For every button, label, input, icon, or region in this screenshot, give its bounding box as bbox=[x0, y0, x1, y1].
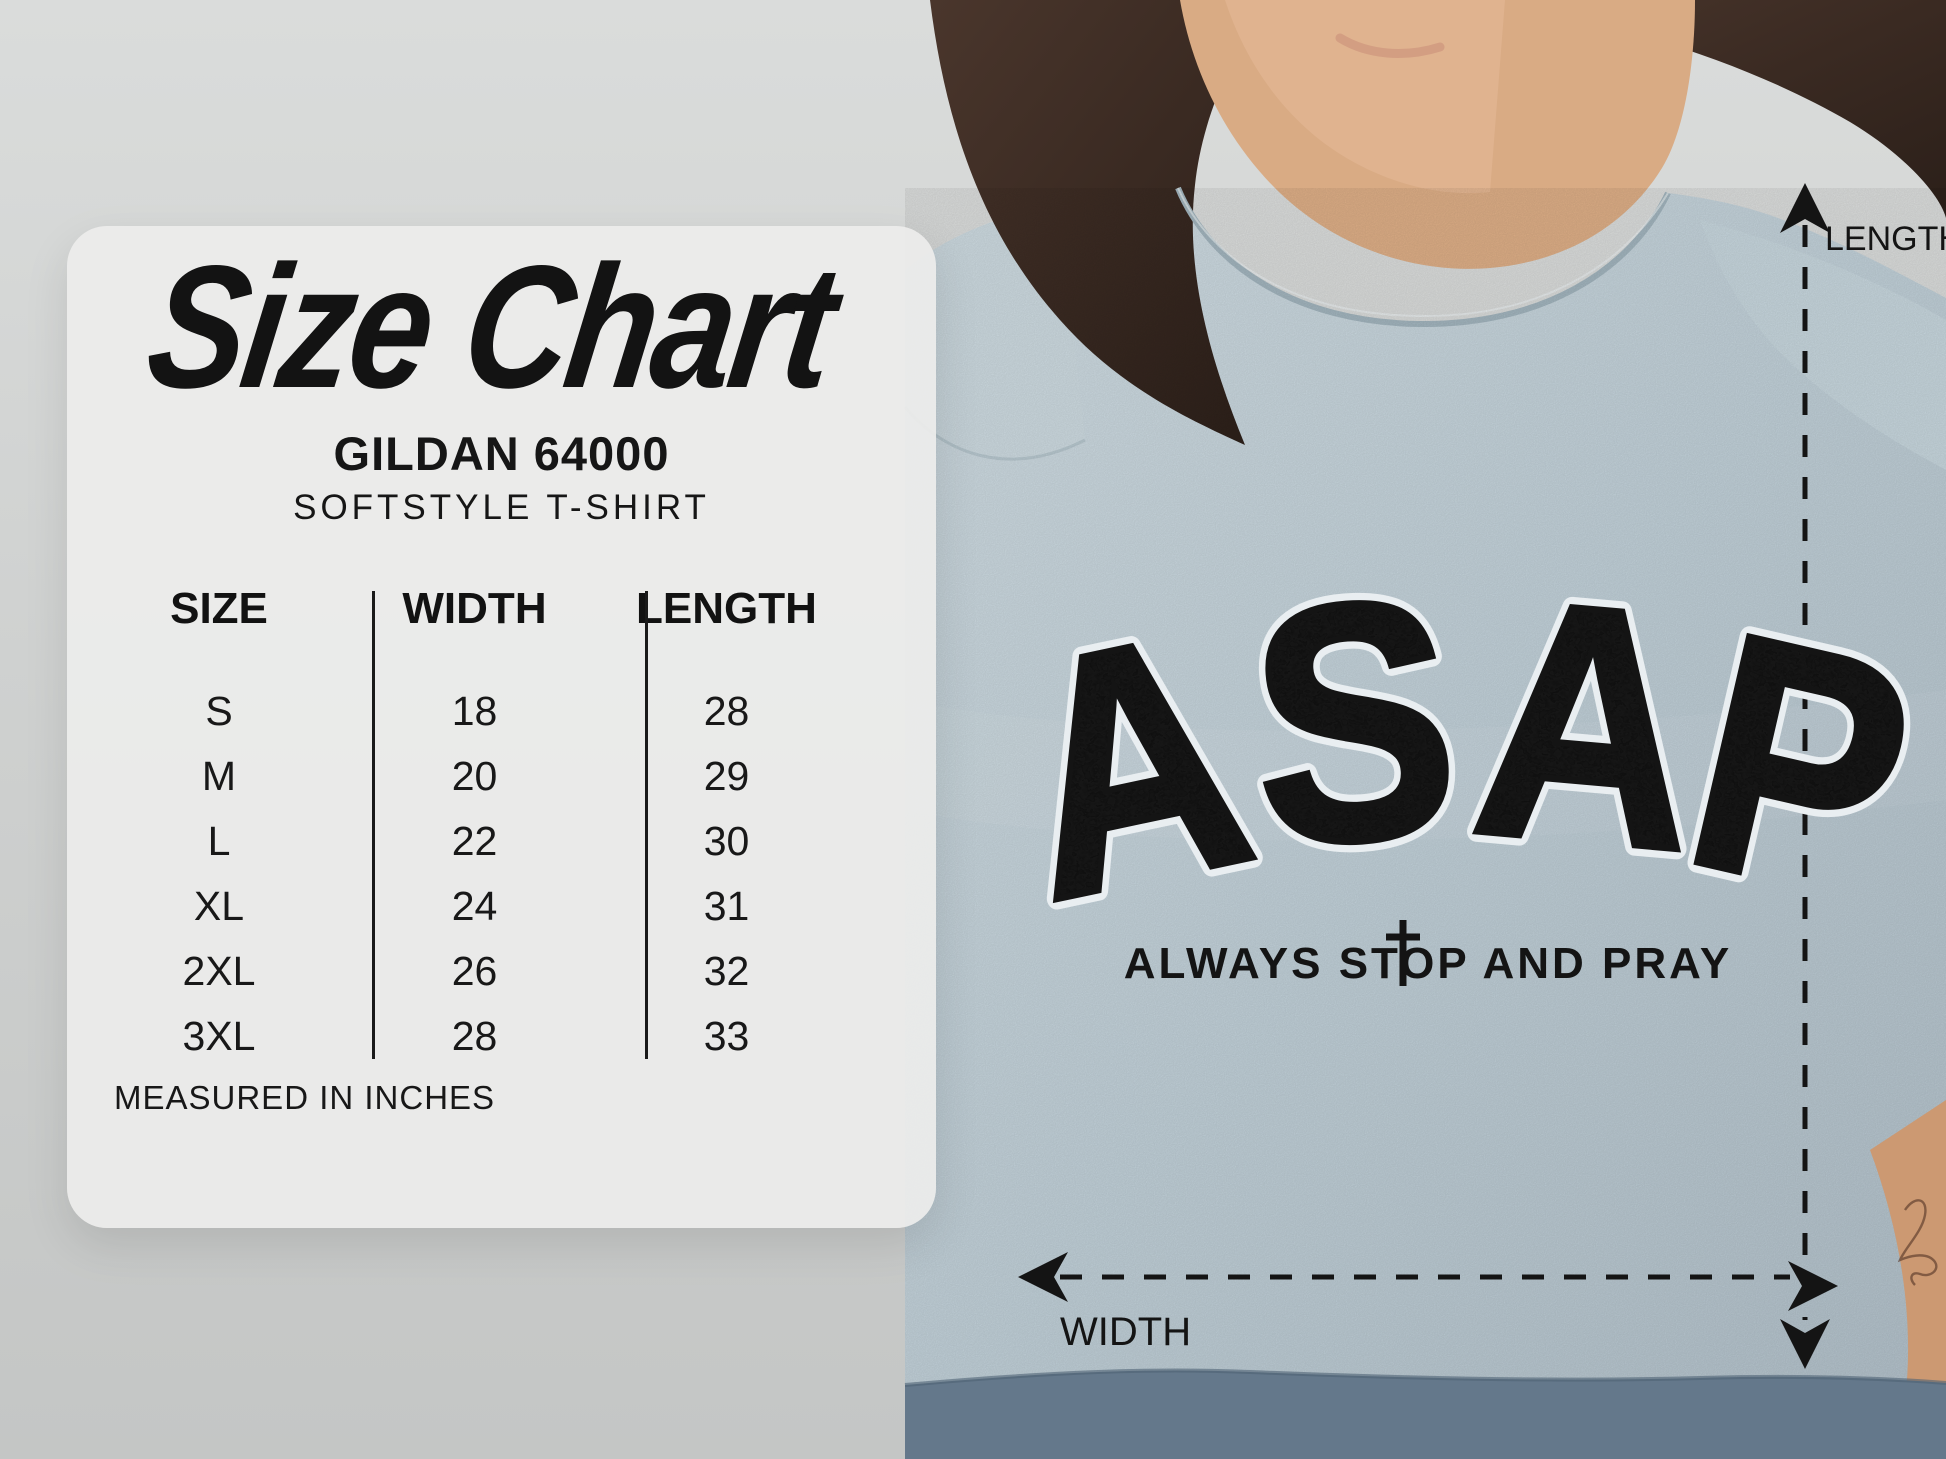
svg-text:A: A bbox=[1463, 529, 1711, 921]
svg-text:ALWAYS STOP AND PRAY: ALWAYS STOP AND PRAY bbox=[1124, 939, 1733, 988]
svg-text:WIDTH: WIDTH bbox=[1060, 1310, 1191, 1354]
svg-text:S: S bbox=[1241, 529, 1467, 917]
svg-text:LENGTH: LENGTH bbox=[1825, 220, 1946, 258]
